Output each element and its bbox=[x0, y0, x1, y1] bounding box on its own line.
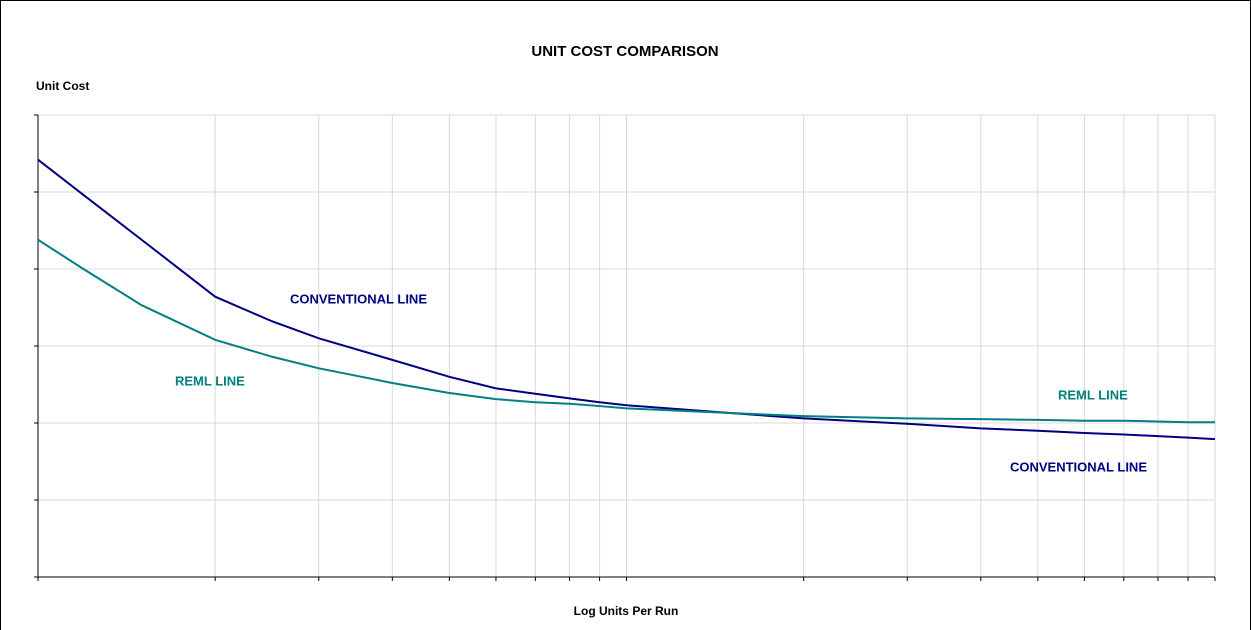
annotation: CONVENTIONAL LINE bbox=[290, 291, 427, 306]
chart-title: UNIT COST COMPARISON bbox=[531, 43, 718, 60]
line-series bbox=[37, 158, 1216, 441]
annotation: REML LINE bbox=[175, 373, 245, 388]
y-axis-label: Unit Cost bbox=[36, 79, 89, 93]
line-series bbox=[37, 238, 1215, 424]
annotation: CONVENTIONAL LINE bbox=[1010, 459, 1147, 474]
annotation: REML LINE bbox=[1058, 387, 1128, 402]
x-axis-label: Log Units Per Run bbox=[574, 604, 679, 618]
